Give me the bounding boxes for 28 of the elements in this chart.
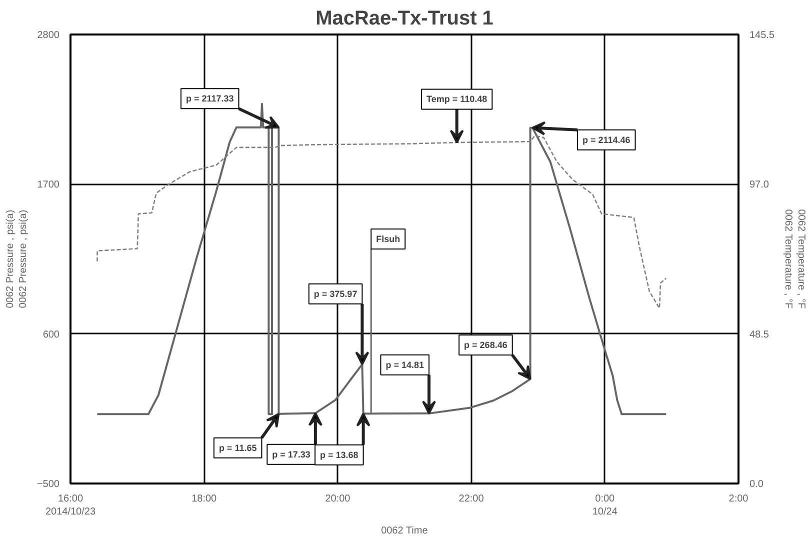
x-tick-label: 16:00 2014/10/23 <box>45 494 96 518</box>
annotation: p = 13.68 <box>320 450 358 460</box>
y2-tick-label: 97.0 <box>750 180 770 191</box>
annotation: p = 2117.33 <box>186 94 234 104</box>
x-tick-label: 0:00 10/24 <box>592 494 618 518</box>
annotation: p = 268.46 <box>464 340 508 350</box>
annotation: Flsuh <box>376 234 400 244</box>
annotation: p = 17.33 <box>272 449 310 460</box>
annotation: p = 2114.46 <box>582 134 630 145</box>
y2-tick-label: 0.0 <box>750 479 764 490</box>
y-axis-title: 0062 Pressure , psi(a) 0062 Pressure , psi(a) <box>4 210 29 308</box>
x-axis-title: 0062 Time <box>381 526 428 537</box>
x-tick-label: 20:00 <box>325 494 351 504</box>
x-tick-label: 18:00 <box>192 494 218 504</box>
x-tick-label: 22:00 <box>458 494 484 504</box>
annotation: p = 14.81 <box>386 360 424 370</box>
y2-tick-label: 48.5 <box>750 329 770 340</box>
y-tick-label: 2800 <box>37 30 60 41</box>
annotation: p = 375.97 <box>314 288 358 299</box>
annotation: Temp = 110.48 <box>426 94 488 104</box>
annotation: p = 11.65 <box>218 442 257 453</box>
y-tick-label: 1700 <box>37 180 60 191</box>
y-tick-label: 600 <box>42 329 60 340</box>
y2-axis-title: 0062 Temperature , °F 0062 Temperature , °F <box>782 209 807 309</box>
chart-title: MacRae-Tx-Trust 1 <box>316 8 494 30</box>
x-tick-label: 2:00 <box>728 494 749 504</box>
y-tick-label: −500 <box>36 479 60 490</box>
y2-tick-label: 145.5 <box>750 30 775 41</box>
